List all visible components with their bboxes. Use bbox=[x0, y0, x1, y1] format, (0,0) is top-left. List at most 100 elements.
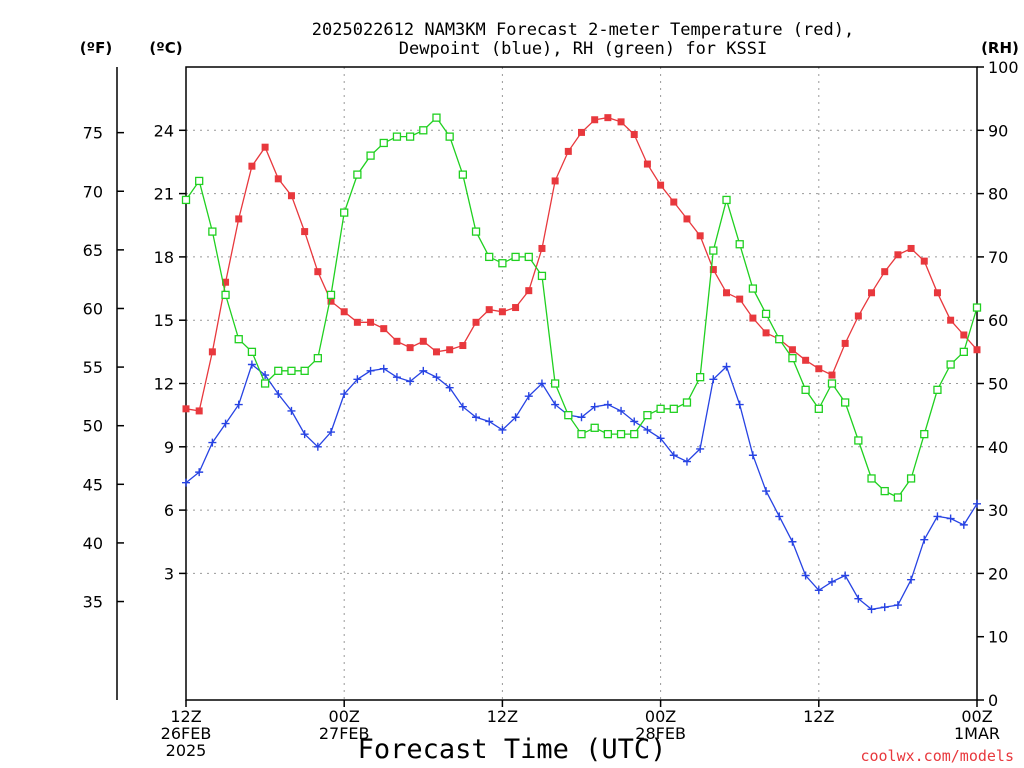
tick-labels: 3 6 9 12 15 18 21 24 35 40 45 50 55 60 65 70 75 0 10 20 30 40… bbox=[83, 58, 1019, 760]
data-point bbox=[696, 444, 705, 453]
fahrenheit-tick-label: 55 bbox=[83, 358, 103, 377]
data-point bbox=[498, 425, 507, 434]
data-point bbox=[234, 335, 243, 344]
data-point bbox=[735, 240, 744, 249]
rh-tick-label: 10 bbox=[988, 628, 1008, 647]
data-point bbox=[801, 571, 810, 580]
x-tick-label: 28FEB bbox=[635, 724, 686, 743]
data-point bbox=[722, 195, 731, 205]
x-tick-label: 12Z bbox=[487, 707, 518, 726]
data-point bbox=[669, 404, 678, 413]
data-point bbox=[392, 373, 401, 382]
data-point bbox=[195, 468, 204, 477]
data-point bbox=[195, 176, 204, 186]
data-point bbox=[524, 392, 533, 401]
data-point bbox=[907, 575, 916, 584]
data-point bbox=[643, 425, 652, 434]
data-point bbox=[432, 373, 441, 382]
data-point bbox=[920, 257, 928, 265]
data-point bbox=[366, 366, 375, 375]
x-axis-label: Forecast Time (UTC) bbox=[358, 734, 667, 765]
rh-tick-label: 90 bbox=[988, 121, 1008, 140]
data-point bbox=[920, 535, 929, 544]
data-point bbox=[946, 360, 955, 369]
data-point bbox=[854, 436, 863, 445]
fahrenheit-tick-label: 35 bbox=[83, 593, 103, 612]
data-point bbox=[340, 308, 348, 316]
data-point bbox=[432, 348, 440, 356]
celsius-tick-label: 18 bbox=[154, 248, 174, 267]
series-rh bbox=[181, 113, 982, 502]
data-point bbox=[906, 474, 916, 483]
x-tick-label: 12Z bbox=[170, 707, 201, 726]
data-point bbox=[353, 318, 361, 326]
data-point bbox=[801, 385, 810, 394]
data-point bbox=[670, 198, 678, 206]
data-point bbox=[973, 346, 981, 354]
data-point bbox=[736, 295, 744, 303]
data-point bbox=[419, 126, 428, 135]
fahrenheit-tick-label: 40 bbox=[83, 534, 103, 553]
data-point bbox=[775, 512, 784, 521]
data-point bbox=[393, 337, 401, 345]
data-point bbox=[881, 268, 889, 276]
data-point bbox=[709, 375, 718, 384]
data-point bbox=[327, 297, 335, 305]
data-point bbox=[841, 339, 849, 347]
series-dewpoint bbox=[182, 360, 981, 614]
data-point bbox=[313, 442, 322, 451]
data-point bbox=[340, 208, 349, 217]
x-tick-label: 2025 bbox=[166, 741, 207, 760]
data-point bbox=[907, 244, 915, 252]
data-point bbox=[880, 486, 889, 496]
data-point bbox=[788, 354, 797, 363]
data-point bbox=[485, 306, 493, 314]
data-point bbox=[432, 113, 441, 122]
data-point bbox=[617, 406, 626, 415]
data-point bbox=[814, 404, 823, 413]
data-point bbox=[512, 304, 520, 312]
data-point bbox=[643, 410, 652, 420]
data-point bbox=[459, 342, 467, 350]
data-point bbox=[867, 474, 876, 483]
data-point bbox=[221, 290, 230, 300]
data-point bbox=[630, 429, 639, 439]
data-point bbox=[841, 398, 850, 407]
data-point bbox=[960, 331, 968, 339]
data-point bbox=[827, 379, 837, 388]
data-point bbox=[261, 143, 269, 151]
data-point bbox=[828, 371, 836, 379]
grid-lines bbox=[186, 67, 977, 700]
data-point bbox=[603, 429, 613, 439]
data-point bbox=[419, 337, 427, 345]
data-point bbox=[235, 215, 243, 223]
data-point bbox=[405, 132, 415, 141]
data-point bbox=[234, 400, 243, 409]
data-point bbox=[748, 451, 757, 460]
data-point bbox=[261, 371, 270, 380]
data-point bbox=[471, 227, 481, 236]
data-point bbox=[854, 594, 863, 603]
data-point bbox=[577, 413, 586, 422]
data-point bbox=[564, 410, 573, 420]
data-point bbox=[551, 177, 559, 185]
data-point bbox=[392, 132, 402, 141]
data-point bbox=[630, 131, 638, 139]
chart-title-line1: 2025022612 NAM3KM Forecast 2-meter Tempe… bbox=[312, 20, 854, 40]
rh-tick-label: 80 bbox=[988, 185, 1008, 204]
rh-tick-label: 70 bbox=[988, 248, 1008, 267]
x-tick-label: 00Z bbox=[645, 707, 676, 726]
data-point bbox=[511, 252, 520, 262]
data-point bbox=[630, 417, 639, 426]
data-point bbox=[947, 316, 955, 324]
data-point bbox=[682, 457, 691, 466]
data-point bbox=[616, 429, 626, 439]
data-point bbox=[525, 287, 533, 295]
data-point bbox=[274, 390, 283, 399]
data-point bbox=[920, 429, 929, 439]
data-point bbox=[524, 252, 533, 262]
x-tick-label: 00Z bbox=[961, 707, 992, 726]
data-point bbox=[722, 362, 731, 371]
data-point bbox=[485, 417, 494, 426]
data-point bbox=[972, 303, 982, 312]
